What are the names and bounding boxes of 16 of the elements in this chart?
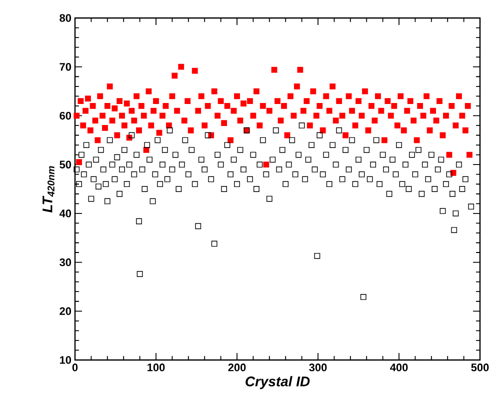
y-tick-label: 40 xyxy=(59,210,72,218)
x-tick-label: 400 xyxy=(390,364,408,372)
x-tick-label: 500 xyxy=(471,364,489,372)
y-tick-label: 80 xyxy=(60,14,72,22)
y-tick-label: 30 xyxy=(60,258,72,266)
x-axis-title: Crystal ID xyxy=(246,376,310,390)
y-tick-label: 20 xyxy=(60,307,72,316)
y-tick-label: 50 xyxy=(60,160,72,168)
x-tick-label: 200 xyxy=(228,364,246,372)
y-tick-label: 70 xyxy=(60,62,72,71)
x-tick-label: 300 xyxy=(309,364,327,372)
y-tick-label: 10 xyxy=(60,356,72,364)
x-tick-label: 0 xyxy=(72,364,78,372)
y-axis-title: LT$_{420nm}$ xyxy=(42,166,54,212)
x-tick-label: 100 xyxy=(148,364,165,372)
y-tick-label: 60 xyxy=(60,112,72,120)
